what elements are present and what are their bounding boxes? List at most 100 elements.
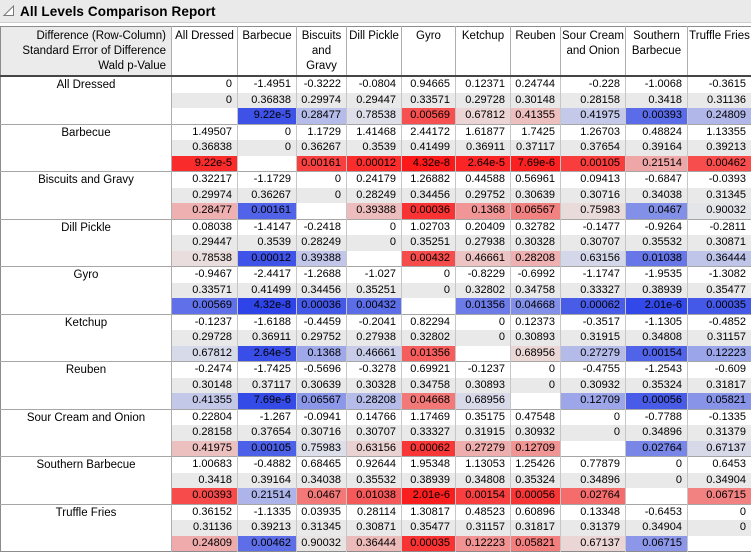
column-header[interactable]: Truffle Fries [687, 26, 751, 77]
difference-cell: 0 [296, 171, 347, 188]
std-error-cell: 0.28158 [560, 92, 626, 108]
difference-cell: 0.82294 [401, 313, 456, 330]
difference-cell: 0.92644 [346, 456, 402, 473]
difference-cell: 1.95348 [401, 456, 456, 473]
p-value-cell: 0.12709 [560, 393, 626, 409]
std-error-cell: 0.35477 [687, 282, 751, 298]
p-value-cell [455, 345, 511, 362]
difference-cell: 0.36152 [171, 503, 238, 520]
std-error-row: 0.28158 0.37654 0.30716 0.30707 0.33327 0.319… [1, 425, 751, 441]
row-label[interactable]: Barbecue [0, 123, 172, 172]
row-label[interactable]: Sour Cream and Onion [0, 408, 172, 457]
column-header[interactable]: Biscuits and Gravy [296, 26, 347, 77]
std-error-cell: 0.31915 [560, 330, 626, 346]
row-label[interactable]: Gyro [0, 266, 172, 314]
disclosure-open-icon[interactable] [3, 5, 15, 17]
page-title: All Levels Comparison Report [20, 3, 216, 19]
row-label[interactable]: Biscuits and Gravy [0, 171, 172, 219]
p-value-cell: 0.67812 [455, 108, 511, 124]
column-header[interactable]: Barbecue [237, 26, 297, 77]
std-error-cell: 0.36267 [237, 187, 297, 203]
p-value-cell: 0.00569 [171, 298, 238, 314]
std-error-cell: 0.3418 [171, 472, 238, 488]
std-error-cell: 0 [346, 235, 402, 251]
p-value-cell: 0.00035 [401, 535, 456, 552]
std-error-cell: 0.29752 [296, 330, 347, 346]
column-header[interactable]: Sour Cream and Onion [560, 26, 626, 77]
std-error-cell: 0.33327 [401, 425, 456, 441]
std-error-cell: 0.28249 [296, 235, 347, 251]
p-value-cell: 0.00569 [401, 108, 456, 124]
corner-line: Difference (Row-Column) [36, 30, 166, 42]
std-error-cell: 0.3539 [237, 235, 297, 251]
std-error-cell: 0.35251 [346, 282, 402, 298]
p-value-row: 0.67812 2.64e-5 0.1368 0.46661 0.01356 0.6895… [1, 345, 751, 362]
difference-row: Dill Pickle 0.08038 -1.4147 -0.2418 0 1.02703… [0, 218, 751, 267]
row-label[interactable]: Truffle Fries [0, 503, 172, 552]
p-value-cell: 9.22e-5 [237, 108, 297, 124]
std-error-cell: 0.32802 [455, 282, 511, 298]
difference-cell: -1.267 [237, 408, 297, 425]
p-value-cell: 0.00062 [401, 440, 456, 457]
difference-cell: -1.6188 [237, 313, 297, 330]
p-value-cell: 0.00161 [296, 155, 347, 172]
difference-cell: 0.12371 [455, 76, 511, 93]
std-error-cell: 0 [401, 282, 456, 298]
difference-cell: -1.2543 [625, 361, 688, 378]
std-error-cell: 0.29974 [296, 92, 347, 108]
std-error-cell: 0.30716 [296, 425, 347, 441]
std-error-row: 0.29974 0.36267 0 0.28249 0.34456 0.29752 0.30… [1, 187, 751, 203]
std-error-cell: 0.30639 [296, 377, 347, 393]
std-error-cell: 0.30932 [510, 425, 561, 441]
std-error-cell: 0.30707 [346, 425, 402, 441]
difference-cell: 0.13348 [560, 503, 626, 520]
p-value-cell: 0.75983 [560, 203, 626, 219]
column-header[interactable]: All Dressed [171, 26, 238, 77]
p-value-cell: 0.36444 [346, 535, 402, 552]
row-label[interactable]: Ketchup [0, 313, 172, 362]
std-error-cell: 0.34808 [625, 330, 688, 346]
p-value-cell: 0.00432 [346, 298, 402, 314]
column-header[interactable]: Reuben [510, 26, 561, 77]
column-header[interactable]: Ketchup [455, 26, 511, 77]
p-value-cell: 0.1368 [296, 345, 347, 362]
p-value-cell: 0.12709 [510, 440, 561, 457]
p-value-cell: 4.32e-8 [237, 298, 297, 314]
row-label[interactable]: Southern Barbecue [0, 456, 172, 504]
header-corner-cell: Difference (Row-Column) Standard Error of… [0, 26, 172, 77]
std-error-row: 0 0.36838 0.29974 0.29447 0.33571 0.29728 0.30… [1, 92, 751, 108]
column-header[interactable]: Dill Pickle [346, 26, 402, 77]
p-value-cell: 0.00105 [560, 155, 626, 172]
difference-cell: 1.00683 [171, 456, 238, 473]
std-error-cell: 0.29447 [346, 92, 402, 108]
std-error-cell: 0.34758 [401, 377, 456, 393]
p-value-cell: 7.69e-6 [510, 155, 561, 172]
p-value-cell: 0.00012 [237, 250, 297, 267]
p-value-cell: 0.01038 [625, 250, 688, 267]
difference-cell: -0.8229 [455, 266, 511, 283]
std-error-cell: 0.41499 [401, 140, 456, 156]
std-error-cell: 0.34896 [625, 425, 688, 441]
difference-cell: 0 [560, 408, 626, 425]
p-value-cell: 0.27279 [560, 345, 626, 362]
difference-cell: -1.0068 [625, 76, 688, 93]
difference-cell: 0.03935 [296, 503, 347, 520]
difference-cell: 1.26882 [401, 171, 456, 188]
std-error-cell: 0.34904 [687, 472, 751, 488]
p-value-cell: 0.04668 [401, 393, 456, 409]
difference-cell: 0.48824 [625, 123, 688, 140]
std-error-cell: 0.29728 [171, 330, 238, 346]
row-label[interactable]: All Dressed [0, 76, 172, 124]
column-header[interactable]: Southern Barbecue [625, 26, 688, 77]
row-label[interactable]: Reuben [0, 361, 172, 409]
p-value-cell: 0.39388 [346, 203, 402, 219]
p-value-cell: 0.21514 [237, 488, 297, 504]
std-error-cell: 0.31136 [171, 520, 238, 536]
std-error-cell: 0.31345 [296, 520, 347, 536]
p-value-cell: 0.00462 [237, 535, 297, 552]
column-header[interactable]: Gyro [401, 26, 456, 77]
std-error-cell: 0.34038 [625, 187, 688, 203]
std-error-cell: 0.3418 [625, 92, 688, 108]
std-error-cell: 0.39164 [237, 472, 297, 488]
row-label[interactable]: Dill Pickle [0, 218, 172, 267]
